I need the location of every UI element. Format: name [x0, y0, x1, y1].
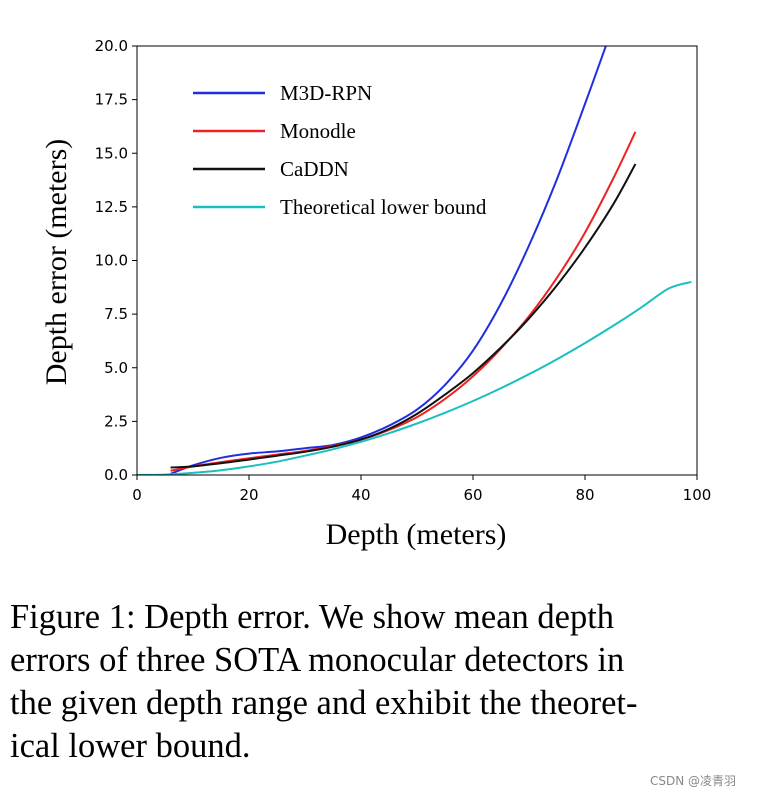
series-line-caddn	[170, 163, 637, 469]
x-tick-label: 60	[463, 486, 482, 504]
y-tick-label: 0.0	[104, 466, 128, 484]
caption-line: errors of three SOTA monocular detectors…	[10, 641, 625, 679]
series-line-m3d-rpn	[170, 46, 607, 475]
y-tick-label: 2.5	[104, 412, 128, 430]
legend-label: M3D-RPN	[280, 81, 372, 105]
x-tick-label: 0	[132, 486, 142, 504]
y-tick-label: 10.0	[95, 252, 128, 270]
y-tick-label: 15.0	[95, 144, 128, 162]
series-line-theoretical-lower-bound	[137, 280, 692, 475]
y-tick-label: 5.0	[104, 359, 128, 377]
y-axis-label: Depth error (meters)	[40, 139, 73, 386]
x-tick-label: 100	[683, 486, 712, 504]
x-axis-label: Depth (meters)	[326, 518, 507, 551]
x-tick-label: 80	[575, 486, 594, 504]
ticks-layer: 0 20 40 60 80 100 0.0 2.5 5.0 7.5 10.0 12.5 15.0 17.5…	[95, 37, 712, 504]
figure-caption: Figure 1: Depth error. We show mean dept…	[10, 596, 750, 768]
series-line-monodle	[170, 131, 637, 472]
caption-line: the given depth range and exhibit the th…	[10, 684, 638, 722]
legend-label: Theoretical lower bound	[280, 195, 487, 219]
series-layer	[137, 46, 692, 475]
x-tick-label: 20	[239, 486, 258, 504]
legend: M3D-RPN Monodle CaDDN Theoretical lower bou…	[193, 81, 487, 219]
depth-error-chart: 0 20 40 60 80 100 0.0 2.5 5.0 7.5 10.0 12.5 15.0 17.5…	[40, 37, 712, 551]
y-tick-label: 7.5	[104, 305, 128, 323]
legend-label: Monodle	[280, 119, 356, 143]
x-tick-label: 40	[351, 486, 370, 504]
y-tick-label: 12.5	[95, 198, 128, 216]
y-tick-label: 20.0	[95, 37, 128, 55]
legend-label: CaDDN	[280, 157, 349, 181]
watermark: CSDN @凌青羽	[650, 774, 737, 788]
caption-line: ical lower bound.	[10, 727, 251, 765]
y-tick-label: 17.5	[95, 91, 128, 109]
caption-line: Figure 1: Depth error. We show mean dept…	[10, 598, 615, 636]
